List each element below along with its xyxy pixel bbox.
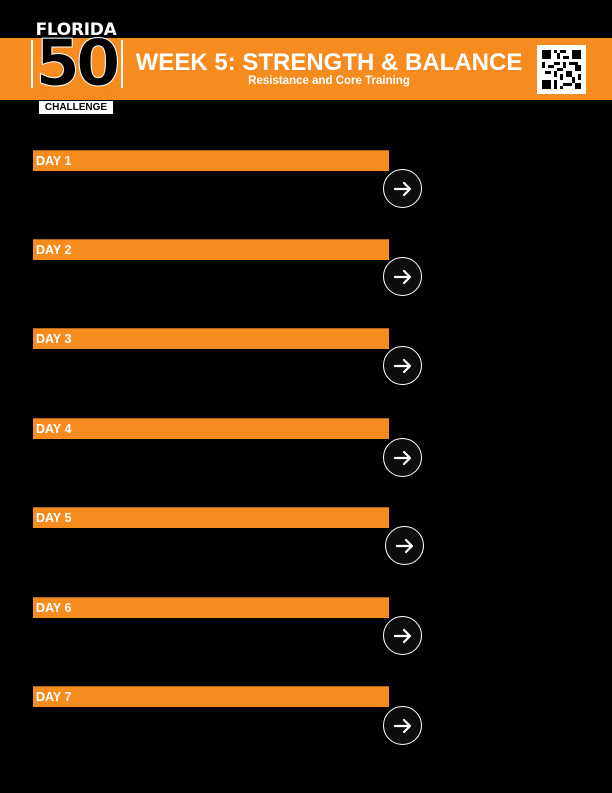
day-5-label: DAY 5 — [36, 511, 72, 525]
day-2-label: DAY 2 — [36, 243, 72, 257]
day-7-label: DAY 7 — [36, 690, 72, 704]
qr-code-icon — [542, 50, 581, 89]
arrow-right-icon — [393, 450, 411, 465]
day-3-arrow-button[interactable] — [383, 346, 422, 385]
day-2-header: DAY 2 — [33, 239, 389, 260]
logo-shield — [31, 40, 123, 106]
day-7-header: DAY 7 — [33, 686, 389, 707]
day-2-arrow-button[interactable] — [383, 257, 422, 296]
day-7-arrow-button[interactable] — [383, 706, 422, 745]
arrow-right-icon — [393, 718, 411, 733]
day-1-label: DAY 1 — [36, 154, 72, 168]
day-6-label: DAY 6 — [36, 601, 72, 615]
logo-florida-text: FLORIDA — [35, 20, 117, 40]
arrow-right-icon — [393, 628, 411, 643]
arrow-right-icon — [393, 181, 411, 196]
day-5-header: DAY 5 — [33, 507, 389, 528]
logo-challenge-text: CHALLENGE — [38, 100, 114, 115]
florida-50-challenge-logo: FLORIDA 50 CHALLENGE — [28, 18, 124, 118]
arrow-right-icon — [393, 358, 411, 373]
day-6-header: DAY 6 — [33, 597, 389, 618]
day-6-arrow-button[interactable] — [383, 616, 422, 655]
page-title: WEEK 5: STRENGTH & BALANCE — [135, 49, 523, 76]
day-1-header: DAY 1 — [33, 150, 389, 171]
day-4-header: DAY 4 — [33, 418, 389, 439]
day-3-header: DAY 3 — [33, 328, 389, 349]
day-1-arrow-button[interactable] — [383, 169, 422, 208]
day-5-arrow-button[interactable] — [385, 526, 424, 565]
day-4-label: DAY 4 — [36, 422, 72, 436]
arrow-right-icon — [393, 269, 411, 284]
qr-code[interactable] — [537, 45, 586, 94]
day-3-label: DAY 3 — [36, 332, 72, 346]
page-subtitle: Resistance and Core Training — [248, 75, 410, 87]
arrow-right-icon — [395, 538, 413, 553]
logo-number: 50 — [35, 27, 121, 101]
day-4-arrow-button[interactable] — [383, 438, 422, 477]
